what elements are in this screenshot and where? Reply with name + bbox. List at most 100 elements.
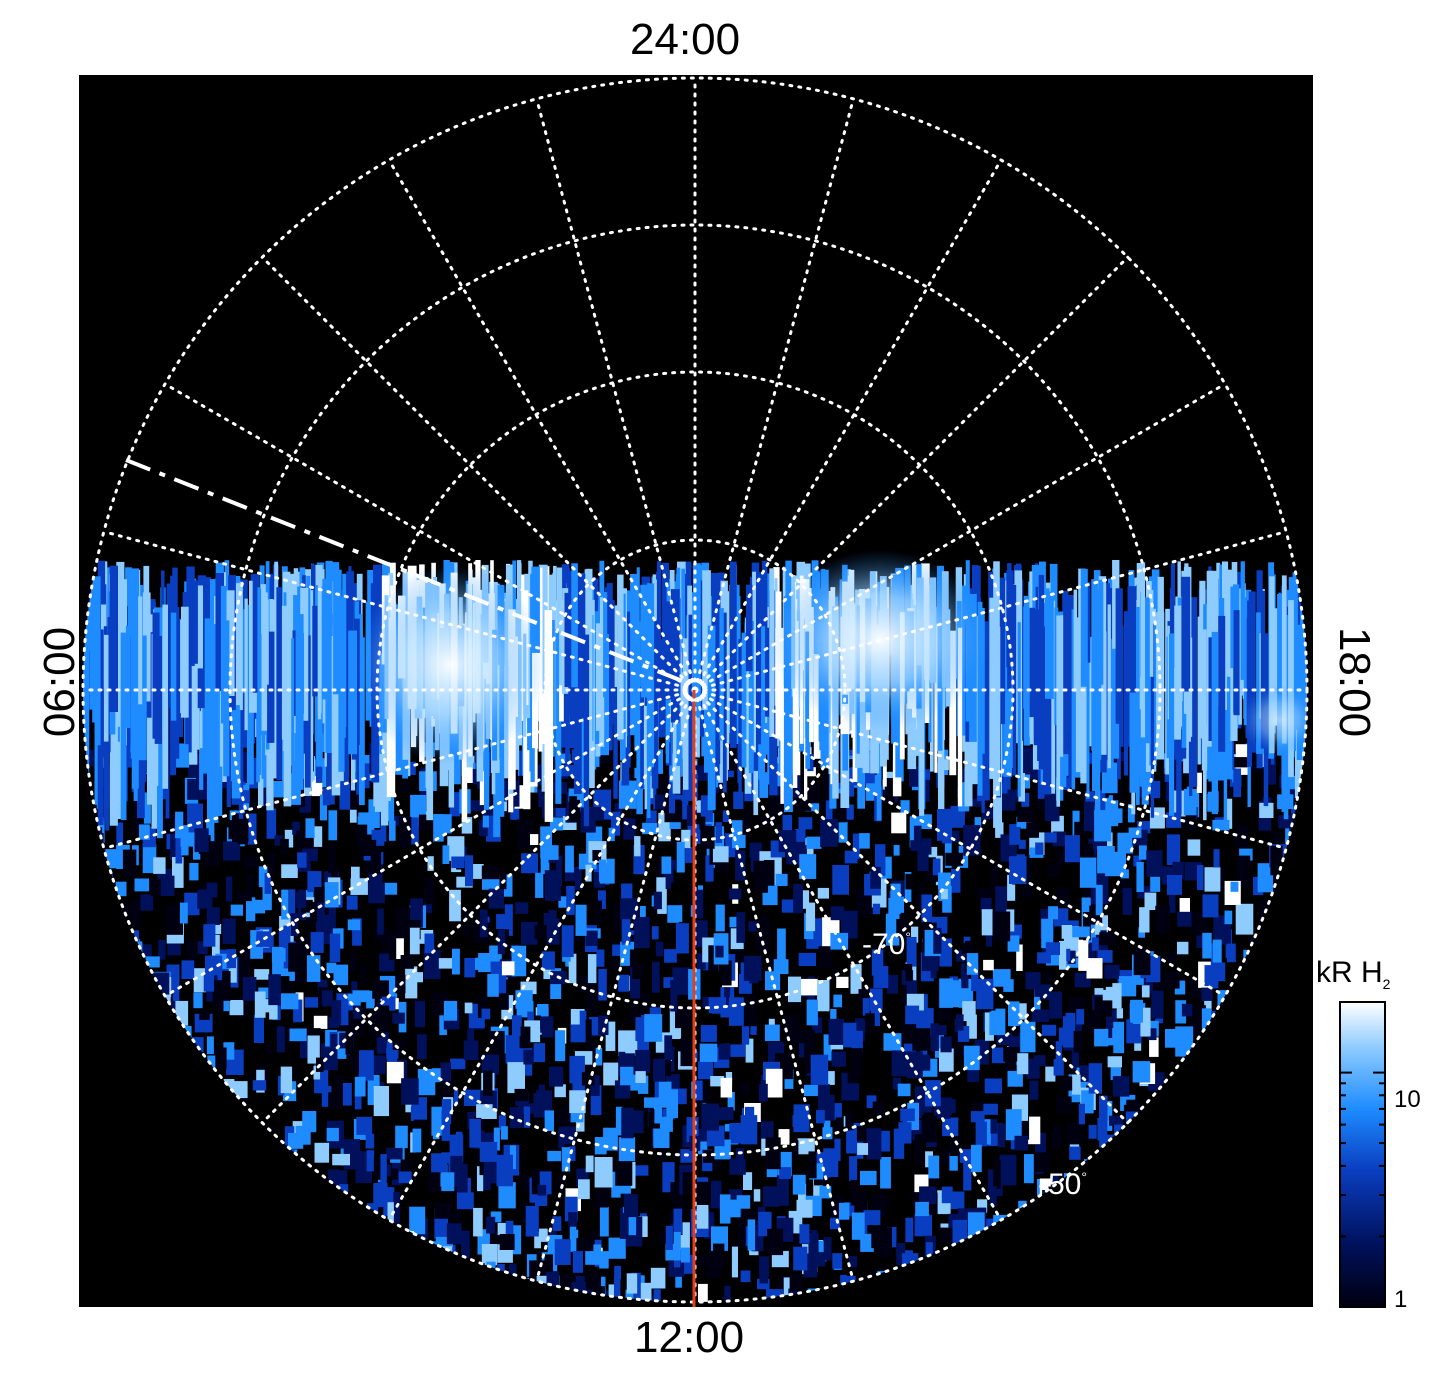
emission-pixel [199, 1009, 210, 1020]
emission-pixel [1048, 864, 1060, 878]
emission-pixel [1049, 991, 1063, 1019]
emission-pixel [850, 1179, 859, 1206]
emission-pixel [1031, 1009, 1049, 1022]
emission-pixel [1006, 909, 1015, 932]
emission-pixel [644, 1097, 660, 1108]
emission-pixel [1132, 1061, 1151, 1083]
emission-pixel [1078, 1103, 1085, 1125]
emission-pixel [517, 819, 534, 849]
emission-pixel [355, 1305, 372, 1331]
emission-pixel [866, 1095, 877, 1108]
emission-pixel [561, 1147, 571, 1172]
emission-pixel [1065, 1012, 1076, 1028]
emission-pixel [569, 1221, 577, 1240]
emission-pixel [1079, 857, 1097, 888]
emission-pixel [307, 871, 322, 893]
emission-pixel [122, 849, 137, 877]
emission-pixel [1102, 989, 1116, 1001]
emission-pixel [268, 851, 276, 876]
emission-pixel [359, 1050, 374, 1081]
emission-pixel [1132, 1006, 1140, 1024]
emission-pixel [977, 1199, 988, 1213]
emission-pixel [505, 1035, 520, 1064]
emission-pixel [858, 989, 873, 1001]
emission-pixel [396, 938, 404, 959]
emission-pixel [246, 873, 255, 900]
emission-pixel [942, 885, 952, 913]
emission-streak [276, 587, 282, 780]
emission-pixel [231, 1307, 246, 1326]
emission-pixel [812, 1017, 822, 1034]
emission-pixel [471, 800, 484, 812]
emission-pixel [236, 890, 252, 902]
emission-pixel [187, 803, 203, 836]
emission-pixel [598, 968, 607, 1001]
emission-pixel [498, 979, 509, 1010]
emission-pixel [1144, 892, 1157, 910]
emission-pixel [637, 1216, 648, 1237]
emission-streak [1123, 611, 1128, 776]
emission-pixel [823, 1236, 832, 1261]
emission-pixel [1094, 810, 1112, 842]
emission-pixel [230, 904, 244, 916]
emission-pixel [767, 1228, 784, 1256]
emission-pixel [145, 956, 160, 968]
emission-pixel [534, 1231, 541, 1249]
emission-pixel [386, 1061, 404, 1084]
emission-pixel [905, 873, 914, 890]
emission-pixel [741, 1018, 750, 1045]
emission-pixel [189, 863, 199, 881]
emission-pixel [915, 1201, 929, 1217]
emission-pixel [614, 803, 623, 817]
emission-pixel [850, 964, 862, 994]
emission-pixel [427, 856, 434, 871]
emission-pixel [1056, 1096, 1073, 1114]
emission-pixel [663, 977, 674, 988]
emission-pixel [949, 1153, 958, 1171]
emission-pixel [621, 883, 633, 908]
emission-streak [180, 606, 189, 718]
emission-pixel [736, 912, 746, 943]
emission-pixel [949, 1137, 960, 1156]
emission-streak [544, 610, 553, 782]
emission-pixel [603, 1127, 618, 1151]
emission-streak [170, 612, 177, 721]
emission-pixel [569, 796, 580, 822]
emission-pixel [1059, 940, 1067, 970]
emission-pixel [431, 1068, 441, 1083]
emission-pixel [297, 852, 307, 868]
emission-pixel [1034, 981, 1041, 1013]
emission-pixel [805, 902, 816, 932]
emission-pixel [464, 1002, 473, 1014]
emission-streak [1033, 609, 1043, 746]
emission-pixel [715, 904, 725, 932]
emission-pixel [211, 934, 220, 963]
emission-pixel [380, 809, 387, 842]
emission-pixel [796, 1199, 813, 1218]
emission-pixel [997, 1123, 1006, 1148]
emission-pixel [710, 1180, 722, 1209]
emission-pixel [1076, 1009, 1085, 1025]
emission-pixel [990, 861, 1000, 893]
emission-pixel [511, 1225, 522, 1255]
emission-pixel [360, 965, 367, 984]
emission-pixel [1071, 1074, 1081, 1095]
emission-pixel [634, 836, 641, 857]
emission-pixel [555, 1109, 565, 1125]
emission-pixel [1113, 1021, 1125, 1054]
emission-streak [312, 605, 318, 697]
emission-streak [1181, 576, 1191, 692]
emission-streak [204, 618, 213, 755]
emission-pixel [395, 1125, 408, 1149]
emission-pixel [866, 1128, 882, 1160]
emission-pixel [923, 769, 931, 781]
emission-pixel [262, 886, 272, 911]
emission-pixel [626, 1273, 638, 1294]
emission-pixel [872, 1101, 885, 1116]
emission-pixel [852, 833, 860, 860]
emission-pixel [304, 997, 319, 1008]
emission-pixel [1235, 903, 1254, 935]
emission-pixel [481, 1108, 497, 1119]
emission-pixel [715, 822, 722, 843]
emission-pixel [225, 876, 233, 902]
